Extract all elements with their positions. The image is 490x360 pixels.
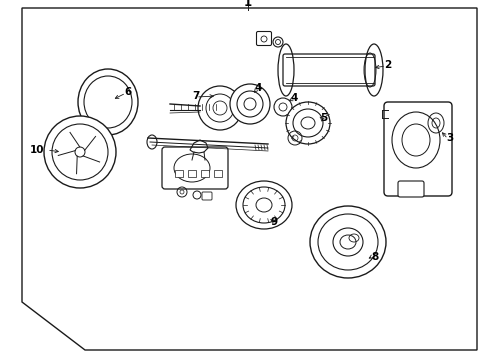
Text: 5: 5: [320, 113, 328, 123]
Bar: [188, 170, 196, 177]
Bar: [201, 170, 209, 177]
Text: 8: 8: [371, 252, 379, 262]
Ellipse shape: [44, 116, 116, 188]
Text: 4: 4: [290, 93, 298, 103]
FancyBboxPatch shape: [256, 31, 271, 45]
FancyBboxPatch shape: [162, 147, 228, 189]
Bar: [175, 170, 183, 177]
Text: 10: 10: [30, 145, 44, 155]
FancyBboxPatch shape: [384, 102, 452, 196]
Ellipse shape: [310, 206, 386, 278]
Text: 9: 9: [270, 217, 277, 227]
Text: 4: 4: [254, 83, 262, 93]
Ellipse shape: [286, 102, 330, 144]
Text: 1: 1: [244, 0, 252, 9]
FancyBboxPatch shape: [283, 54, 375, 86]
Text: 7: 7: [192, 91, 200, 101]
Ellipse shape: [236, 181, 292, 229]
Text: 6: 6: [124, 87, 132, 97]
Text: 3: 3: [446, 133, 454, 143]
Text: 2: 2: [384, 60, 392, 70]
Bar: [214, 170, 222, 177]
FancyBboxPatch shape: [398, 181, 424, 197]
Ellipse shape: [230, 84, 270, 124]
Ellipse shape: [198, 86, 242, 130]
